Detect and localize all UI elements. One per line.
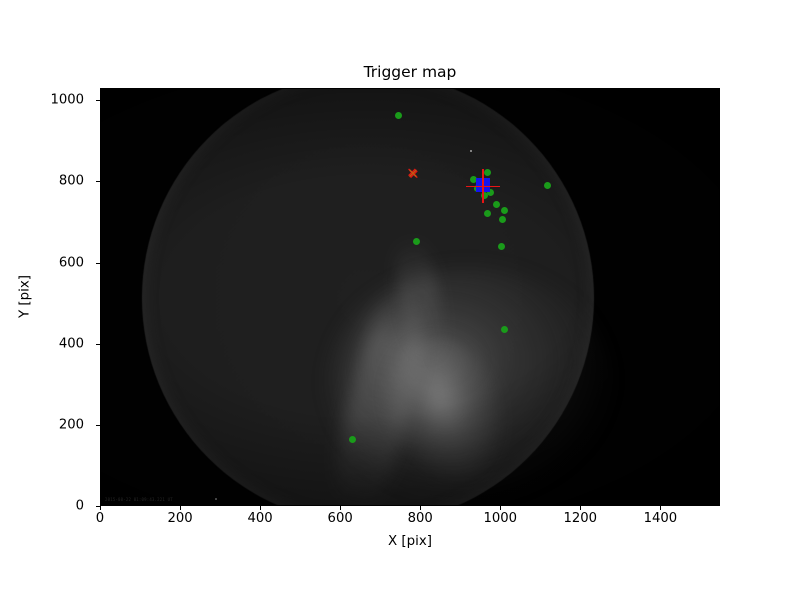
x-axis-tick [420, 506, 422, 510]
green-trigger-dot [480, 192, 488, 200]
green-trigger-dot [543, 181, 551, 189]
y-axis-tick [96, 181, 100, 183]
x-axis-tick-label: 600 [327, 511, 353, 526]
green-trigger-dot [498, 215, 506, 223]
x-axis-label: X [pix] [387, 534, 433, 549]
page-title: Trigger map [363, 63, 457, 81]
x-axis-tick-label: 1200 [563, 511, 598, 526]
y-axis-label: Y [pix] [17, 274, 33, 319]
y-axis-tick [96, 262, 100, 264]
y-axis-tick-label: 800 [58, 173, 84, 189]
green-trigger-dot [469, 176, 477, 184]
y-axis-tick-label: 1000 [50, 92, 84, 108]
x-axis-tick-label: 0 [95, 511, 105, 526]
y-axis-tick-label: 600 [58, 255, 84, 270]
x-axis-tick-label: 1400 [643, 511, 678, 526]
star-speck [470, 150, 472, 152]
x-axis-tick-label: 1000 [483, 511, 518, 526]
star-speck [215, 498, 217, 500]
green-trigger-dot [486, 189, 494, 197]
y-axis-tick-label: 400 [58, 336, 84, 352]
x-axis-tick [180, 506, 182, 510]
y-axis-tick [96, 100, 100, 102]
green-trigger-dot [484, 210, 492, 218]
x-axis-tick-label: 200 [167, 511, 193, 526]
green-trigger-dot [492, 201, 500, 209]
y-axis-tick [96, 424, 100, 426]
green-trigger-dot [349, 435, 357, 443]
allsky-background-image: 2015-08-22 01:09:43.221 UT [100, 88, 720, 506]
x-axis-tick [580, 506, 582, 510]
x-axis-tick [260, 506, 262, 510]
image-timestamp: 2015-08-22 01:09:43.221 UT [105, 497, 173, 502]
orange-x-marker: ✕ [407, 167, 419, 183]
green-trigger-dot [413, 237, 421, 245]
crosshair-vertical [482, 169, 484, 204]
x-axis-tick-label: 400 [247, 511, 273, 526]
green-trigger-dot [500, 207, 508, 215]
green-trigger-dot [501, 325, 509, 333]
y-axis-tick-label: 0 [75, 498, 84, 514]
green-trigger-dot [483, 168, 491, 176]
plot-area[interactable]: 2015-08-22 01:09:43.221 UT ✕ [100, 88, 720, 506]
x-axis-tick [660, 506, 662, 510]
x-axis-tick-label: 800 [407, 511, 433, 526]
y-axis-tick [96, 506, 100, 507]
y-axis-tick-label: 200 [58, 417, 84, 433]
green-trigger-dot [497, 242, 505, 250]
y-axis-tick [96, 343, 100, 345]
sky-vignette [100, 88, 720, 506]
x-axis-tick [100, 506, 101, 510]
green-trigger-dot [395, 112, 403, 120]
x-axis-tick [340, 506, 342, 510]
x-axis-tick [500, 506, 502, 510]
